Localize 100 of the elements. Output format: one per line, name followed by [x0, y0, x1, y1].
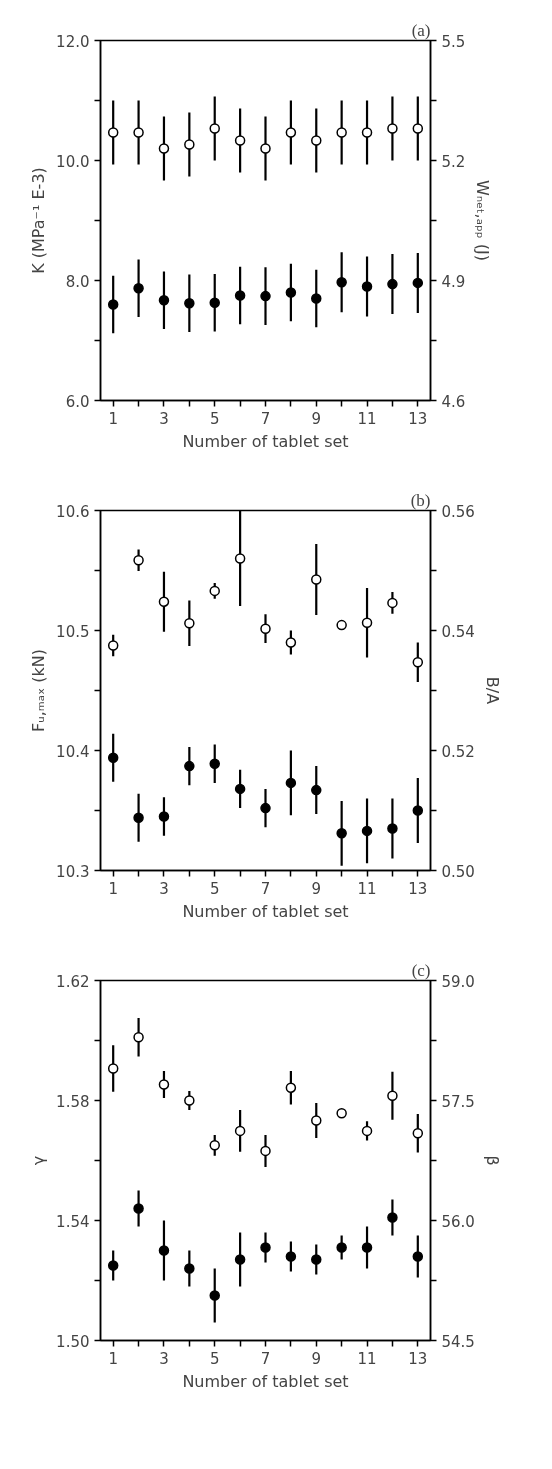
point	[209, 1140, 220, 1151]
x-tick-label: 13	[408, 1349, 428, 1368]
point	[184, 760, 195, 772]
point	[336, 1242, 347, 1253]
y2-tick-label: 0.56	[441, 502, 475, 521]
point	[387, 1090, 398, 1101]
point	[209, 585, 220, 597]
y2-tick-label: 56.0	[441, 1212, 475, 1231]
y2-tick-label: 5.2	[441, 152, 466, 171]
x-tick-label: 3	[159, 1349, 169, 1368]
point	[311, 135, 322, 146]
point	[412, 1128, 424, 1139]
x-tick-label: 9	[311, 409, 322, 428]
point	[133, 1032, 144, 1043]
point	[285, 1082, 297, 1093]
point	[107, 127, 119, 138]
y2-axis-title: β	[482, 1155, 502, 1166]
y2-tick-label: 0.50	[441, 862, 475, 881]
point	[133, 1203, 144, 1214]
x-tick-label: 7	[260, 1349, 271, 1368]
point	[158, 295, 170, 306]
x-tick-label: 13	[408, 879, 428, 898]
point	[361, 1242, 373, 1253]
chart-title: (a)	[411, 20, 431, 40]
point	[361, 127, 373, 138]
point	[158, 1245, 170, 1256]
x-tick-label: 7	[260, 409, 271, 428]
y-axis-title: K (MPa⁻¹ E-3)	[29, 167, 49, 274]
point	[311, 784, 322, 796]
point	[311, 574, 322, 585]
x-axis-title: Number of tablet set	[182, 901, 349, 921]
y-tick-label: 10.3	[56, 862, 90, 881]
point	[234, 783, 246, 795]
x-tick-label: 1	[108, 879, 118, 898]
y-tick-label: 1.50	[56, 1332, 90, 1351]
y2-axis-title: B/A	[482, 676, 502, 705]
point	[387, 597, 398, 609]
point	[234, 135, 246, 146]
y-tick-label: 8.0	[65, 272, 90, 291]
x-tick-label: 11	[357, 409, 377, 428]
point	[260, 1242, 271, 1253]
point	[285, 777, 297, 789]
y-tick-label: 10.0	[56, 152, 90, 171]
y-tick-label: 6.0	[65, 392, 90, 411]
point	[209, 297, 220, 308]
y2-tick-label: 5.5	[441, 32, 466, 51]
x-tick-label: 7	[260, 879, 271, 898]
y-tick-label: 1.54	[56, 1212, 90, 1231]
point	[311, 1115, 322, 1126]
point	[285, 127, 297, 138]
point	[285, 287, 297, 298]
y2-tick-label: 4.6	[441, 392, 466, 411]
x-tick-label: 3	[159, 409, 169, 428]
x-axis-title: Number of tablet set	[182, 1371, 349, 1391]
point	[285, 1251, 297, 1262]
point	[133, 283, 144, 294]
chart-title: (b)	[410, 490, 431, 510]
x-tick-label: 11	[357, 1349, 377, 1368]
point	[158, 1079, 170, 1090]
point	[234, 1254, 246, 1265]
y-axis-title: Fᵤ,ₘₐₓ (kN)	[29, 649, 49, 732]
point	[158, 811, 170, 822]
chart-title: (c)	[411, 960, 431, 980]
point	[412, 805, 424, 816]
point	[260, 802, 271, 814]
y2-tick-label: 0.54	[441, 622, 475, 641]
point	[107, 299, 119, 310]
y2-tick-label: 59.0	[441, 972, 475, 991]
x-tick-label: 5	[209, 409, 220, 428]
x-tick-label: 5	[209, 1349, 220, 1368]
point	[412, 277, 424, 289]
y-tick-label: 10.4	[56, 742, 90, 761]
point	[260, 143, 271, 154]
point	[234, 553, 246, 564]
point	[336, 828, 347, 839]
point	[184, 298, 195, 309]
point	[234, 1125, 246, 1137]
point	[184, 618, 195, 629]
x-tick-label: 5	[209, 879, 220, 898]
point	[387, 278, 398, 290]
point	[336, 127, 347, 138]
point	[184, 139, 195, 150]
x-tick-label: 11	[357, 879, 377, 898]
y-tick-label: 1.62	[56, 972, 90, 991]
point	[387, 823, 398, 834]
x-axis-title: Number of tablet set	[182, 431, 349, 451]
point	[361, 617, 373, 628]
y-tick-label: 1.58	[56, 1092, 90, 1111]
point	[387, 123, 398, 134]
y-tick-label: 10.6	[56, 502, 90, 521]
point	[336, 277, 347, 288]
point	[361, 1125, 373, 1137]
point	[133, 812, 144, 823]
point	[412, 657, 424, 668]
y2-tick-label: 4.9	[441, 272, 466, 291]
point	[387, 1212, 398, 1223]
point	[184, 1263, 195, 1274]
y-tick-label: 12.0	[56, 32, 90, 51]
point	[107, 1260, 119, 1271]
point	[158, 596, 170, 607]
